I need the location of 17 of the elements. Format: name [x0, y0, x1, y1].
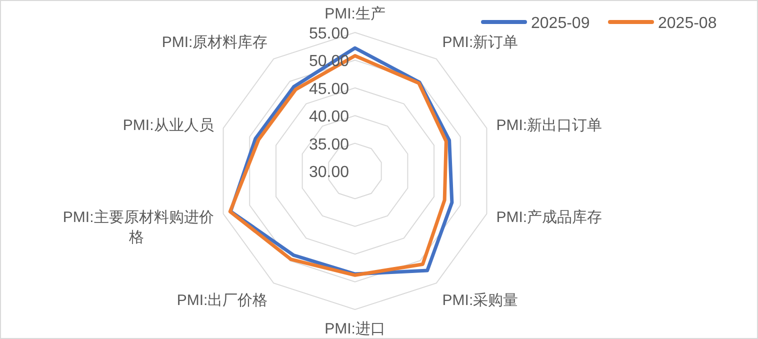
spoke-label: PMI:从业人员	[122, 117, 214, 134]
legend-label: 2025-09	[531, 15, 590, 32]
spoke-label: PMI:主要原材料购进价格	[62, 208, 214, 246]
y-tick-label: 45.00	[308, 80, 350, 98]
y-tick-label: 35.00	[308, 136, 350, 154]
spoke-label: PMI:进口	[324, 320, 386, 338]
spoke-label: PMI:产成品库存	[496, 208, 602, 226]
legend-label: 2025-08	[658, 15, 717, 32]
y-tick-label: 55.00	[308, 26, 350, 42]
y-tick-label: 40.00	[308, 108, 350, 126]
spoke-label: PMI:新订单	[442, 34, 518, 51]
spoke-label: PMI:生产	[324, 6, 386, 22]
y-tick-label: 30.00	[308, 164, 350, 181]
spoke-label: PMI:采购量	[442, 292, 518, 310]
spoke-label: PMI:出厂价格	[176, 292, 268, 310]
spoke-label: PMI:新出口订单	[496, 117, 602, 134]
spoke-label: PMI:原材料库存	[162, 34, 268, 51]
